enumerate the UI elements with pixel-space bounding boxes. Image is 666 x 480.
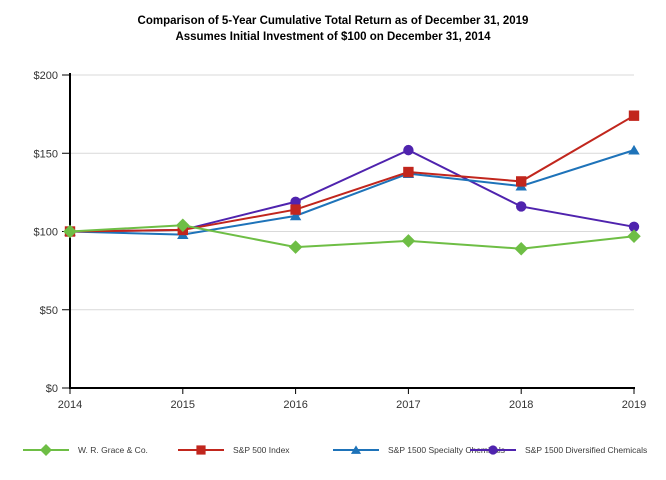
- series-marker-3: [290, 196, 301, 207]
- legend-item-0: W. R. Grace & Co.: [23, 441, 148, 459]
- legend-label-2: S&P 1500 Specialty Chemicals: [388, 445, 506, 455]
- chart-title-line2: Assumes Initial Investment of $100 on De…: [175, 31, 491, 43]
- legend-label-3: S&P 1500 Diversified Chemicals: [525, 445, 648, 455]
- legend-item-2: S&P 1500 Specialty Chemicals: [333, 441, 505, 459]
- legend-marker-1: [196, 445, 206, 455]
- series-marker-1: [403, 166, 414, 178]
- chart-title: Comparison of 5-Year Cumulative Total Re…: [0, 13, 666, 45]
- series-marker-0: [627, 229, 641, 243]
- series-line-1: [69, 114, 635, 233]
- x-tick-label: 2019: [622, 399, 646, 411]
- y-tick-label: $100: [34, 227, 58, 239]
- legend-label-0: W. R. Grace & Co.: [78, 445, 148, 455]
- series-marker-3: [628, 221, 640, 233]
- series-marker-2: [289, 210, 302, 221]
- legend-marker-3: [488, 445, 498, 455]
- series-line-2: [69, 149, 635, 236]
- series-marker-1: [628, 110, 640, 121]
- legend-marker-0: [40, 444, 52, 456]
- series-marker-0: [514, 241, 528, 256]
- series-marker-1: [516, 176, 527, 187]
- y-tick-label: $200: [34, 70, 58, 82]
- x-tick-label: 2017: [396, 399, 420, 411]
- series-marker-1: [290, 204, 301, 215]
- x-tick-label: 2018: [509, 399, 533, 411]
- series-line-0: [69, 224, 635, 250]
- legend-item-3: S&P 1500 Diversified Chemicals: [470, 441, 647, 459]
- diamond-icon: [23, 444, 69, 456]
- x-tick-label: 2016: [283, 399, 307, 411]
- x-tick-label: 2015: [171, 399, 195, 411]
- series-marker-3: [403, 144, 414, 156]
- series-marker-0: [401, 234, 416, 248]
- y-tick-label: $50: [40, 305, 58, 317]
- legend-label-1: S&P 500 Index: [233, 445, 290, 455]
- x-tick-label: 2014: [58, 399, 82, 411]
- triangle-icon: [333, 445, 379, 454]
- circle-icon: [470, 445, 516, 455]
- legend-item-1: S&P 500 Index: [178, 441, 290, 459]
- series-marker-2: [628, 144, 640, 155]
- series-marker-3: [516, 201, 527, 212]
- series-marker-0: [63, 224, 77, 239]
- series-marker-0: [176, 218, 190, 232]
- y-tick-label: $0: [46, 383, 58, 395]
- chart-title-line1: Comparison of 5-Year Cumulative Total Re…: [137, 15, 529, 27]
- legend-marker-2: [350, 445, 362, 454]
- y-tick-label: $150: [34, 148, 58, 160]
- square-icon: [178, 445, 224, 455]
- series-marker-0: [288, 240, 303, 254]
